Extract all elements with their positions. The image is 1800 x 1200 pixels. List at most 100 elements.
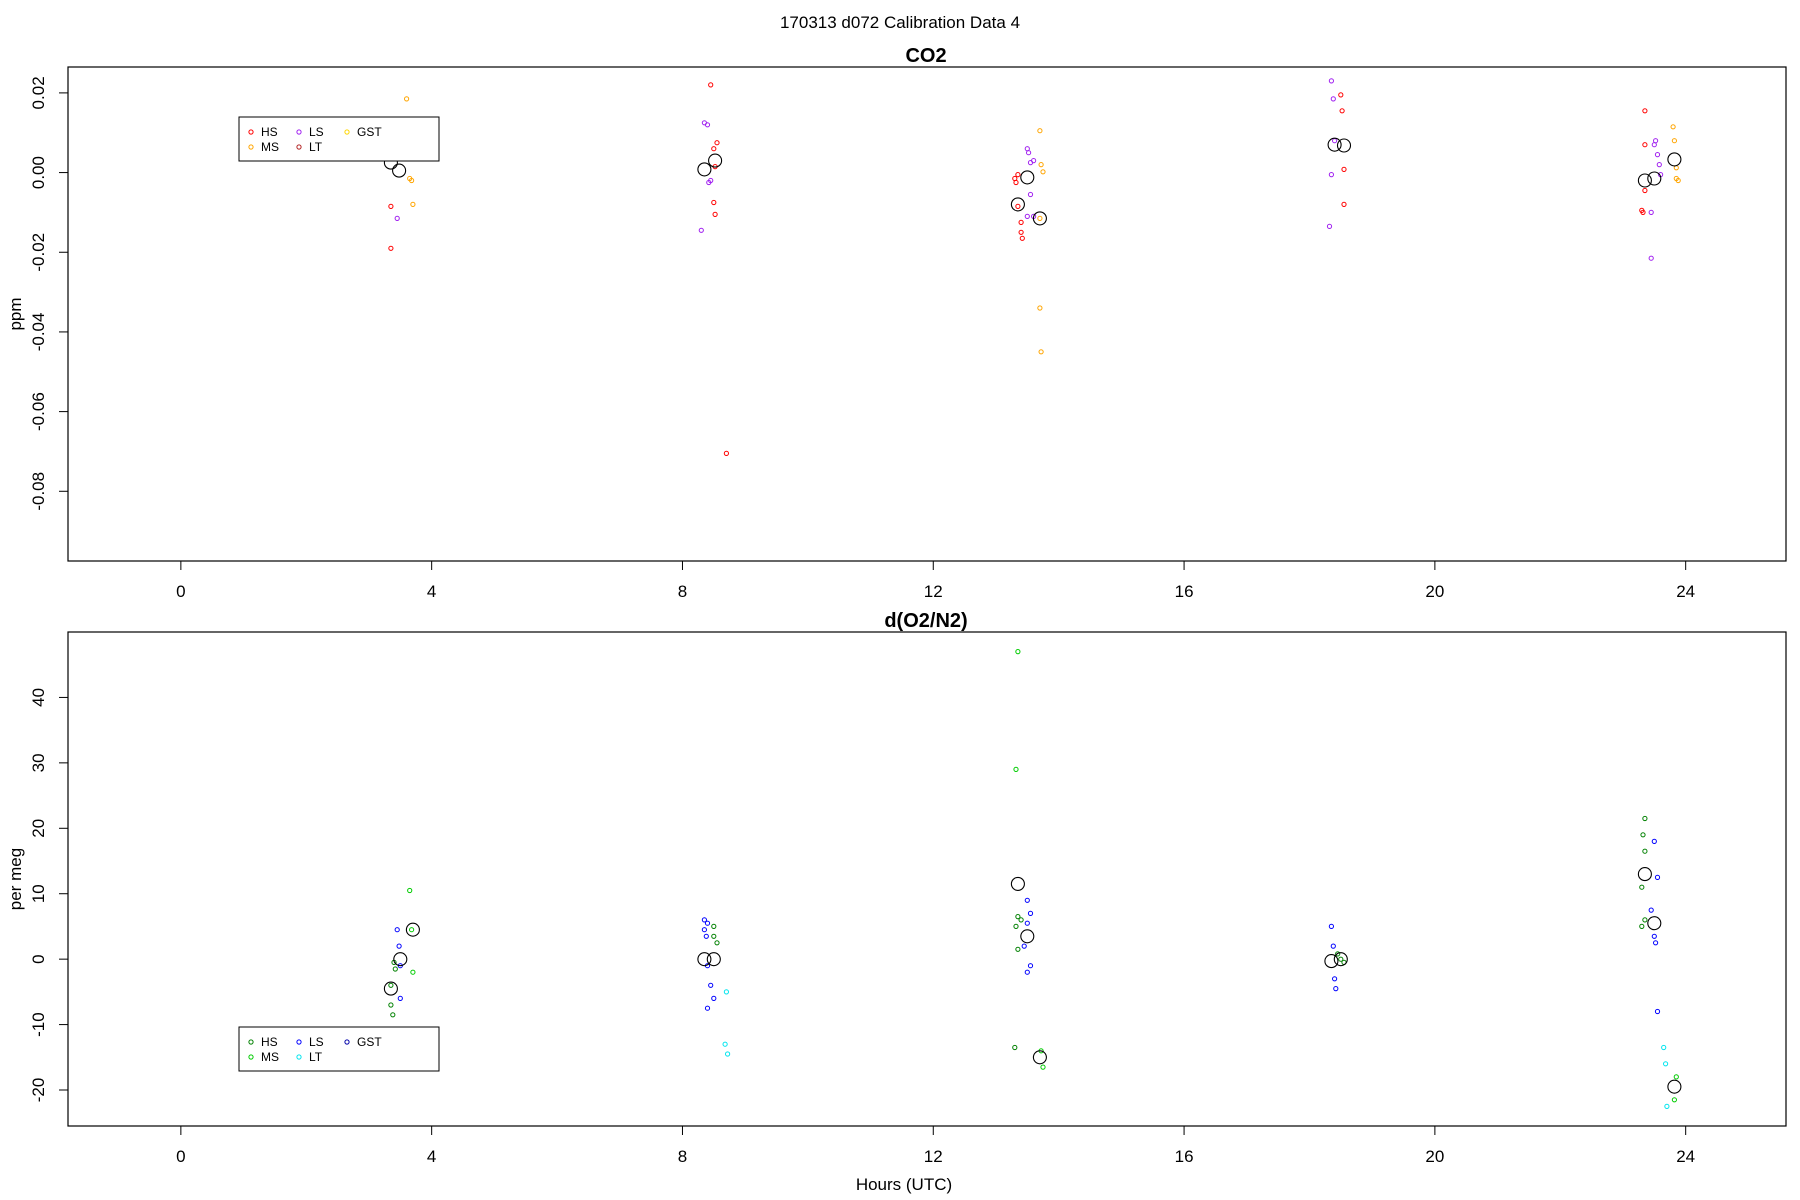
y-tick-label-co2: 0.00 bbox=[29, 156, 48, 189]
data-point-hs-o2n2 bbox=[711, 933, 717, 939]
data-point-ls-co2 bbox=[1648, 209, 1654, 215]
data-point-hs-o2n2 bbox=[1338, 956, 1344, 962]
data-point-ls-o2n2 bbox=[1333, 986, 1339, 992]
data-point-ls-co2 bbox=[1328, 172, 1335, 178]
data-point-ls-co2 bbox=[1328, 78, 1335, 84]
mean-point-mean-co2 bbox=[1032, 211, 1047, 226]
mean-point-mean-co2 bbox=[1020, 170, 1035, 185]
data-point-ms-co2 bbox=[410, 201, 416, 207]
data-point-ms-o2n2 bbox=[409, 927, 415, 933]
points-co2 bbox=[383, 78, 1682, 456]
x-tick-label-co2: 4 bbox=[427, 582, 436, 601]
mean-point-mean-o2n2 bbox=[1647, 916, 1662, 931]
data-point-ls-co2 bbox=[1024, 213, 1030, 219]
data-point-ls-co2 bbox=[1026, 150, 1032, 156]
panel-co2: CO2 ppm 0 4 8 12 16 20 24 0.02 0.00 -0.02 -0.04 -0.… bbox=[6, 45, 1787, 601]
x-tick-label-o2n2: 16 bbox=[1175, 1147, 1194, 1166]
data-point-lt-o2n2 bbox=[725, 1051, 731, 1057]
mean-point-mean-o2n2 bbox=[697, 952, 712, 967]
legend-label-ls-o2n2: LS bbox=[309, 1035, 324, 1049]
mean-point-mean-o2n2 bbox=[1032, 1050, 1047, 1065]
legend-label-ms-co2: MS bbox=[261, 140, 279, 154]
figure-title: 170313 d072 Calibration Data 4 bbox=[780, 13, 1020, 32]
data-point-ms-co2 bbox=[1040, 169, 1046, 175]
legend-marker-ls-o2n2 bbox=[296, 1039, 302, 1045]
x-tick-label-co2: 20 bbox=[1425, 582, 1444, 601]
x-tick-label-o2n2: 4 bbox=[427, 1147, 436, 1166]
y-tick-label-co2: -0.04 bbox=[29, 313, 48, 352]
data-point-hs-co2 bbox=[1642, 142, 1648, 148]
data-point-hs-co2 bbox=[708, 82, 714, 88]
mean-point-mean-o2n2 bbox=[393, 952, 408, 967]
data-point-hs-co2 bbox=[1015, 203, 1021, 209]
data-point-hs-o2n2 bbox=[1639, 923, 1645, 930]
data-point-ls-o2n2 bbox=[1330, 943, 1336, 949]
y-tick-label-o2n2: -10 bbox=[29, 1012, 48, 1037]
panel-title-o2n2: d(O2/N2) bbox=[884, 610, 967, 632]
data-point-ls-o2n2 bbox=[701, 917, 708, 923]
legend-label-lt-o2n2: LT bbox=[309, 1050, 323, 1064]
x-axis-label: Hours (UTC) bbox=[856, 1175, 952, 1194]
data-point-ms-co2 bbox=[1037, 215, 1043, 221]
mean-point-mean-co2 bbox=[708, 153, 723, 168]
data-point-ms-co2 bbox=[409, 177, 415, 184]
data-point-ls-o2n2 bbox=[708, 982, 714, 988]
data-point-hs-co2 bbox=[1018, 219, 1024, 225]
mean-point-mean-o2n2 bbox=[1324, 954, 1339, 969]
data-point-hs-co2 bbox=[1013, 179, 1019, 186]
data-point-ls-o2n2 bbox=[703, 933, 709, 939]
data-point-ls-co2 bbox=[1654, 152, 1661, 158]
data-point-ms-o2n2 bbox=[1673, 1074, 1679, 1080]
data-point-hs-co2 bbox=[1338, 92, 1344, 98]
data-point-hs-o2n2 bbox=[711, 923, 717, 930]
data-point-ms-co2 bbox=[1675, 177, 1681, 184]
data-point-ms-o2n2 bbox=[1671, 1097, 1678, 1103]
mean-point-mean-o2n2 bbox=[706, 952, 721, 967]
x-tick-label-o2n2: 24 bbox=[1676, 1147, 1695, 1166]
mean-point-mean-o2n2 bbox=[1333, 952, 1348, 967]
data-point-hs-o2n2 bbox=[392, 966, 398, 972]
data-point-ls-o2n2 bbox=[701, 927, 708, 933]
data-point-ms-co2 bbox=[1037, 128, 1043, 134]
legend-marker-gst-co2 bbox=[344, 129, 350, 135]
x-tick-label-o2n2: 8 bbox=[678, 1147, 687, 1166]
axes-o2n2: 0 4 8 12 16 20 24 40 30 20 10 0 -10 -20 bbox=[29, 688, 1695, 1166]
data-point-hs-co2 bbox=[1339, 108, 1345, 114]
data-point-ms-o2n2 bbox=[1040, 1064, 1046, 1070]
data-point-ms-co2 bbox=[1670, 124, 1676, 130]
data-point-ls-co2 bbox=[1031, 158, 1037, 164]
data-point-ms-o2n2 bbox=[1013, 766, 1019, 773]
y-axis-label-o2n2: per meg bbox=[6, 848, 25, 910]
mean-point-mean-o2n2 bbox=[1667, 1079, 1682, 1094]
y-tick-label-co2: -0.02 bbox=[29, 233, 48, 272]
data-point-ls-co2 bbox=[1656, 162, 1662, 168]
legend-marker-hs-o2n2 bbox=[248, 1039, 254, 1045]
data-point-hs-o2n2 bbox=[1639, 884, 1645, 890]
legend-marker-ms-co2 bbox=[248, 144, 254, 150]
data-point-ls-o2n2 bbox=[1027, 910, 1034, 917]
data-point-ls-o2n2 bbox=[1027, 963, 1034, 969]
data-point-hs-co2 bbox=[1640, 209, 1646, 215]
legend-box-o2n2 bbox=[238, 1026, 440, 1072]
data-point-ls-o2n2 bbox=[1024, 920, 1030, 926]
y-tick-label-co2: 0.02 bbox=[29, 76, 48, 109]
data-point-ls-o2n2 bbox=[1328, 923, 1335, 930]
legend-label-gst-co2: GST bbox=[357, 125, 382, 139]
data-point-hs-o2n2 bbox=[1015, 946, 1021, 952]
legend-marker-lt-o2n2 bbox=[296, 1054, 302, 1060]
data-point-ms-co2 bbox=[404, 96, 410, 102]
legend-label-gst-o2n2: GST bbox=[357, 1035, 382, 1049]
data-point-hs-co2 bbox=[1642, 187, 1648, 194]
mean-point-mean-co2 bbox=[392, 163, 407, 178]
x-tick-label-o2n2: 0 bbox=[176, 1147, 185, 1166]
x-tick-label-co2: 12 bbox=[924, 582, 943, 601]
data-point-ms-o2n2 bbox=[1015, 649, 1021, 655]
legend-label-ms-o2n2: MS bbox=[261, 1050, 279, 1064]
data-point-ls-co2 bbox=[1027, 191, 1034, 198]
data-point-hs-o2n2 bbox=[1642, 815, 1648, 822]
legend-marker-ms-o2n2 bbox=[248, 1054, 254, 1060]
data-point-ls-o2n2 bbox=[711, 995, 717, 1002]
y-tick-label-o2n2: 40 bbox=[29, 688, 48, 707]
y-tick-label-o2n2: 10 bbox=[29, 884, 48, 903]
data-point-hs-co2 bbox=[1015, 172, 1021, 178]
